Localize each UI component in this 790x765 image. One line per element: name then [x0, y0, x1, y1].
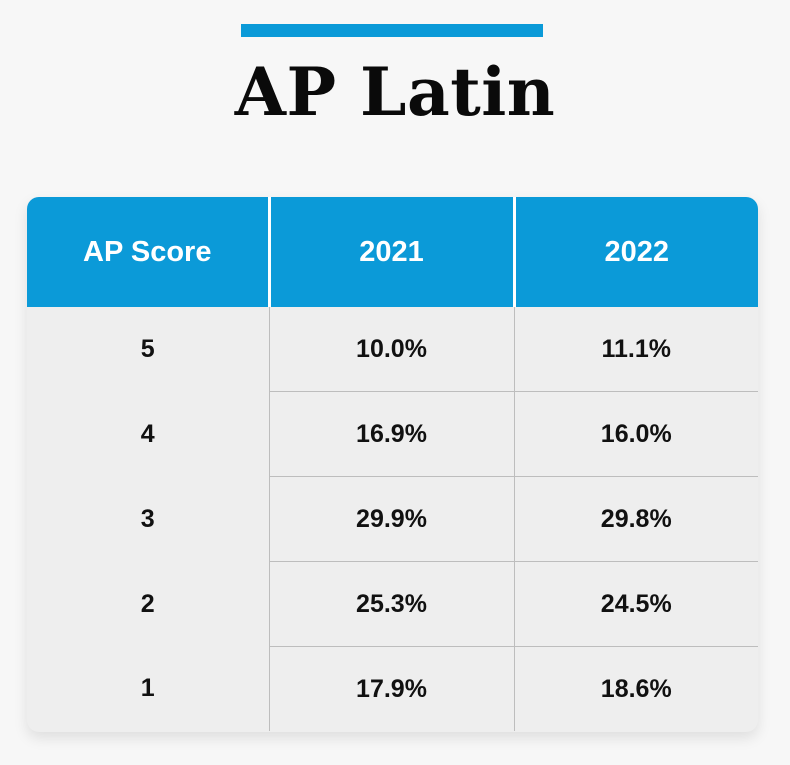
table-row: 4 16.9% 16.0% [27, 391, 758, 477]
column-header-ap-score: AP Score [27, 197, 269, 307]
score-table: AP Score 2021 2022 5 10.0% 11.1% 4 16.9%… [27, 197, 758, 731]
value-2022-cell: 29.8% [513, 476, 758, 562]
page-title: AP Latin [234, 53, 556, 131]
value-2022-cell: 11.1% [513, 307, 758, 392]
table-row: 3 29.9% 29.8% [27, 476, 758, 562]
value-2022-cell: 24.5% [513, 561, 758, 647]
score-cell: 2 [140, 589, 155, 618]
table-header-row: AP Score 2021 2022 [27, 197, 758, 307]
value-2021-cell: 10.0% [268, 307, 514, 392]
value-2022-cell: 16.0% [513, 391, 758, 477]
score-cell: 3 [140, 504, 155, 533]
value-2022-cell: 18.6% [513, 646, 758, 731]
column-header-2022: 2022 [512, 197, 758, 307]
score-cell: 1 [140, 674, 155, 703]
score-cell: 4 [140, 419, 155, 448]
score-table-card: AP Score 2021 2022 5 10.0% 11.1% 4 16.9%… [27, 197, 758, 732]
table-row: 1 17.9% 18.6% [27, 646, 758, 731]
table-row: 5 10.0% 11.1% [27, 307, 758, 392]
score-cell: 5 [140, 334, 155, 363]
value-2021-cell: 25.3% [268, 561, 514, 647]
value-2021-cell: 16.9% [268, 391, 514, 477]
column-header-2021: 2021 [267, 197, 514, 307]
title-accent-bar [241, 24, 543, 37]
value-2021-cell: 17.9% [268, 646, 514, 731]
value-2021-cell: 29.9% [268, 476, 514, 562]
table-row: 2 25.3% 24.5% [27, 561, 758, 647]
